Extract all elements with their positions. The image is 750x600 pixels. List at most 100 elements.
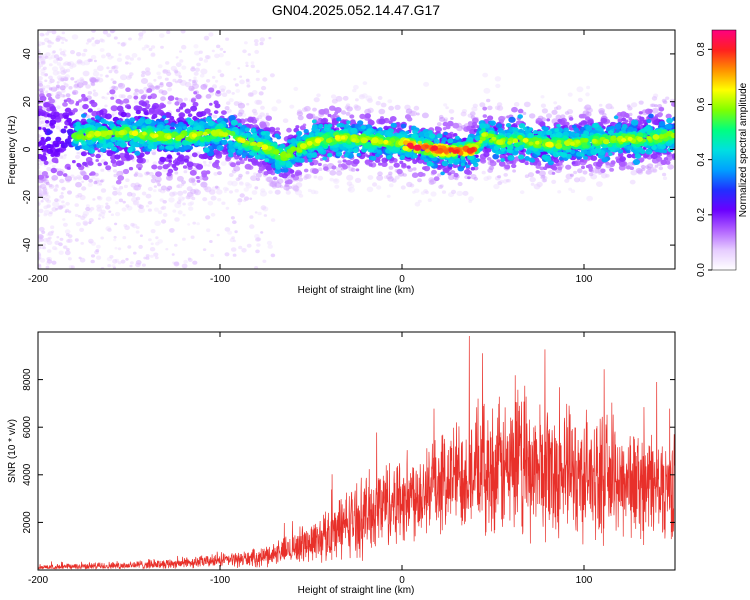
spectrogram-cell [141,101,148,107]
spectrogram-cell [639,116,645,122]
spectrogram-cell [274,189,281,195]
spectrogram-cell [536,181,543,188]
spectrogram-cell [227,230,233,235]
spectrogram-cell [632,159,641,165]
spectrogram-cell [270,218,276,222]
spectrogram-cell [333,178,338,182]
spectrogram-cell [86,118,93,123]
spectrogram-cell [70,265,75,269]
spectrogram-cell [147,95,152,100]
spectrogram-cell [202,153,209,160]
spectrogram-cell [155,241,160,246]
spectrogram-cell [235,88,241,93]
spectrogram-cell [40,68,46,74]
spectrogram-cell [43,213,48,217]
spectrogram-cell [538,170,546,177]
spectrogram-cell [293,86,299,91]
spectrogram-cell [590,155,598,161]
spectrogram-cell [99,73,103,77]
spectrogram-cell [150,52,156,58]
spectrogram-cell [230,216,235,220]
spectrogram-cell [638,100,644,105]
spectrogram-cell [496,159,501,163]
spectrogram-cell [110,78,114,81]
spectrogram-cell [468,196,474,202]
spectrogram-cell [193,44,199,49]
spectrogram-cell [220,88,225,93]
spectrogram-cell [151,116,156,120]
spectrogram-cell [79,170,86,176]
spectrogram-cell [658,166,664,171]
spectrogram-cell [286,127,292,133]
spectrogram-cell [614,123,622,130]
spectrogram-cell [192,260,198,265]
spectrogram-cell [270,253,276,258]
spectrogram-cell [126,191,133,197]
spectrogram-cell [62,218,66,221]
spectrogram-cell [161,219,167,224]
spectrogram-cell [332,113,337,118]
spectrogram-cell [52,50,56,54]
spectrogram-cell [174,217,180,222]
spectrogram-cell [135,120,143,127]
spectrogram-cell [150,242,154,246]
spectrogram-cell [216,44,221,49]
spectrogram-cell [251,90,258,95]
spectrogram-cell [103,161,108,166]
spectrogram-cell [327,123,333,128]
spectrogram-cell [38,263,42,267]
spectrogram-cell [117,247,122,251]
spectrogram-cell [59,51,66,56]
spectrogram-cell [378,118,386,125]
spectrogram-cell [317,162,322,167]
spectrogram-cell [230,148,236,153]
spectrogram-cell [619,156,626,162]
spectrogram-cell [181,139,189,146]
spectrogram-cell [268,190,273,195]
spectrogram-cell [423,81,430,87]
spectrogram-cell [81,113,87,118]
spectrogram-cell [62,173,68,177]
spectrogram-cell [456,190,464,197]
spectrogram-cell [55,37,61,42]
spectrogram-cell [275,164,282,170]
spectrogram-cell [557,190,562,194]
spectrogram-cell [450,189,457,195]
spectrogram-cell [553,101,558,105]
spectrogram-cell [38,126,42,130]
spectrogram-cell [68,86,73,90]
spectrogram-cell [582,170,588,175]
spectrogram-cell [217,69,222,73]
spectrogram-cell [594,168,601,174]
spectrogram-cell [64,77,68,81]
spectrogram-cell [52,70,60,76]
spectrogram-cell [145,256,150,260]
spectrogram-cell [233,165,241,172]
spectrogram-cell [177,190,184,196]
spectrogram-cell [663,157,669,161]
spectrogram-cell [70,50,75,55]
spectrogram-cell [50,225,55,229]
spectrogram-cell [152,161,158,166]
spectrogram-cell [42,246,47,250]
spectrogram-cell [262,77,268,82]
spectrogram-cell [115,98,122,104]
spectrogram-cell [80,241,84,245]
spectrogram-cell [417,178,422,183]
spectrogram-cell [564,178,570,183]
spectrogram-cell [38,234,44,239]
spectrogram-cell [555,131,563,138]
spectrogram-cell [352,148,359,154]
spectrogram-cell [362,81,368,85]
spectrogram-cell [289,169,295,174]
spectrogram-cell [389,116,397,122]
spectrogram-cell [64,39,68,42]
spectrogram-cell [38,105,43,110]
spectrogram-cell [126,105,132,110]
spectrogram-cell [138,32,144,37]
spectrogram-cell [427,198,432,202]
spectrogram-cell [605,103,613,110]
spectrogram-cell [144,70,151,76]
spectrogram-cell [93,59,97,63]
spectrogram-cell [487,115,494,121]
